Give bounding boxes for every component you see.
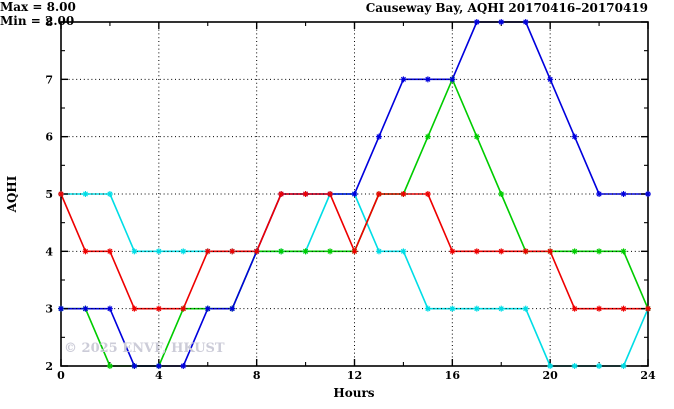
data-marker-red-line — [620, 305, 627, 312]
data-marker-cyan-line — [473, 305, 480, 312]
data-marker-cyan-line — [180, 248, 187, 255]
data-marker-red-line — [375, 191, 382, 197]
data-marker-red-line — [229, 248, 236, 255]
data-marker-red-line — [571, 305, 578, 312]
y-axis-title: AQHI — [5, 175, 19, 213]
x-tick-label: 4 — [155, 369, 163, 382]
data-marker-blue-line — [58, 305, 64, 312]
data-marker-blue-line — [449, 76, 456, 83]
data-marker-blue-line — [229, 305, 236, 312]
data-marker-cyan-line — [596, 363, 603, 369]
data-marker-cyan-line — [82, 191, 89, 197]
data-marker-red-line — [302, 191, 309, 197]
data-marker-cyan-line — [620, 363, 627, 369]
data-marker-red-line — [498, 248, 505, 255]
data-marker-blue-line — [400, 76, 407, 83]
data-marker-cyan-line — [522, 305, 529, 312]
x-tick-label: 16 — [445, 369, 461, 382]
y-tick-label: 4 — [45, 245, 53, 258]
data-marker-red-line — [522, 248, 529, 255]
data-marker-red-line — [106, 248, 113, 255]
max-min-annotation: Max = 8.00 Min = 2.00 — [0, 0, 674, 28]
copyright-watermark: © 2025 ENVF, HKUST — [64, 341, 225, 356]
data-marker-red-line — [155, 305, 162, 312]
data-marker-blue-line — [571, 133, 578, 140]
data-marker-red-line — [278, 191, 285, 197]
data-marker-green-line — [278, 248, 285, 255]
y-tick-label: 3 — [45, 303, 53, 316]
data-marker-cyan-line — [498, 305, 505, 312]
y-tick-label: 2 — [45, 360, 53, 373]
data-marker-green-line — [473, 133, 480, 140]
data-marker-cyan-line — [449, 305, 456, 312]
data-marker-blue-line — [522, 19, 529, 25]
data-marker-blue-line — [82, 305, 89, 312]
data-marker-blue-line — [131, 363, 138, 369]
data-marker-cyan-line — [547, 363, 554, 369]
data-marker-green-line — [327, 248, 334, 255]
data-marker-cyan-line — [571, 363, 578, 369]
x-axis-title: Hours — [333, 386, 375, 400]
y-tick-label: 6 — [45, 131, 53, 144]
data-marker-red-line — [424, 191, 431, 197]
data-marker-green-line — [596, 248, 603, 255]
data-marker-cyan-line — [131, 248, 138, 255]
data-marker-cyan-line — [375, 248, 382, 255]
x-tick-label: 12 — [347, 369, 362, 382]
x-tick-label: 24 — [640, 369, 656, 382]
y-tick-label: 8 — [45, 16, 53, 29]
data-marker-red-line — [547, 248, 554, 255]
data-marker-blue-line — [204, 305, 211, 312]
x-tick-label: 20 — [543, 369, 559, 382]
data-marker-red-line — [82, 248, 89, 255]
data-marker-red-line — [645, 305, 651, 312]
y-tick-label: 7 — [45, 73, 53, 86]
data-marker-red-line — [131, 305, 138, 312]
data-marker-cyan-line — [106, 191, 113, 197]
min-value-label: Min = 2.00 — [0, 14, 75, 28]
data-marker-green-line — [498, 191, 505, 197]
chart-title: Causeway Bay, AQHI 20170416–20170419 — [365, 1, 648, 15]
data-marker-cyan-line — [424, 305, 431, 312]
data-marker-cyan-line — [400, 248, 407, 255]
data-marker-red-line — [351, 248, 358, 255]
data-marker-green-line — [424, 133, 431, 140]
data-marker-red-line — [327, 191, 334, 197]
data-marker-red-line — [180, 305, 187, 312]
data-marker-blue-line — [351, 191, 358, 197]
data-marker-red-line — [204, 248, 211, 255]
data-marker-blue-line — [596, 191, 603, 197]
data-marker-blue-line — [498, 19, 505, 25]
x-tick-label: 8 — [253, 369, 261, 382]
data-marker-blue-line — [620, 191, 627, 197]
data-marker-red-line — [473, 248, 480, 255]
data-marker-red-line — [400, 191, 407, 197]
data-marker-blue-line — [645, 191, 651, 197]
y-tick-label: 5 — [45, 188, 53, 201]
data-marker-blue-line — [473, 19, 480, 25]
data-marker-blue-line — [155, 363, 162, 369]
data-marker-red-line — [253, 248, 260, 255]
data-marker-blue-line — [424, 76, 431, 83]
data-marker-red-line — [596, 305, 603, 312]
x-tick-label: 0 — [57, 369, 65, 382]
max-value-label: Max = 8.00 — [0, 0, 76, 14]
data-marker-blue-line — [106, 305, 113, 312]
data-marker-green-line — [620, 248, 627, 255]
data-marker-green-line — [106, 363, 113, 369]
data-marker-red-line — [449, 248, 456, 255]
data-marker-green-line — [571, 248, 578, 255]
data-marker-blue-line — [375, 133, 382, 140]
data-marker-blue-line — [180, 363, 187, 369]
data-marker-cyan-line — [155, 248, 162, 255]
data-marker-red-line — [58, 191, 64, 197]
data-marker-green-line — [302, 248, 309, 255]
data-marker-blue-line — [547, 76, 554, 83]
